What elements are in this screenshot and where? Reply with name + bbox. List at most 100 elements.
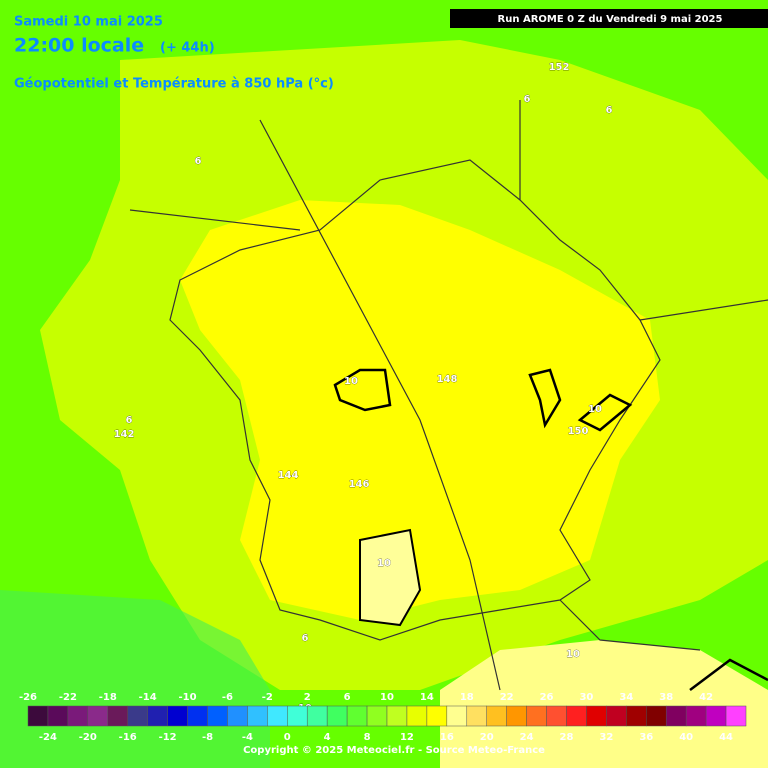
legend-label: 36: [639, 732, 653, 743]
legend-label: 24: [520, 732, 534, 743]
color-box: [326, 705, 348, 727]
legend-label: 26: [540, 692, 554, 703]
color-box: [267, 705, 288, 727]
color-box: [526, 705, 547, 727]
color-box: [606, 705, 627, 727]
legend-label: -4: [242, 732, 253, 743]
legend-label: -18: [99, 692, 117, 703]
color-box: [386, 705, 408, 727]
legend-label: -26: [19, 692, 37, 703]
contour-label: 152: [549, 62, 570, 73]
map-subtitle: Géopotentiel et Température à 850 hPa (°…: [14, 77, 334, 92]
contour-label: 142: [114, 429, 135, 440]
legend-label: 28: [560, 732, 574, 743]
color-box: [665, 705, 687, 727]
legend-label: 4: [324, 732, 331, 743]
color-box: [67, 705, 89, 727]
contour-label: 6: [302, 633, 309, 644]
contour-label: 6: [606, 105, 613, 116]
legend-label: -6: [222, 692, 233, 703]
legend-label: 40: [679, 732, 693, 743]
warmer-zone: [180, 200, 660, 620]
legend-label: 12: [400, 732, 414, 743]
color-box: [107, 705, 128, 727]
color-box: [566, 705, 587, 727]
legend-label: -22: [59, 692, 77, 703]
color-box: [446, 705, 468, 727]
color-box: [207, 705, 228, 727]
legend-label: 34: [619, 692, 633, 703]
lead-time: (+ 44h): [160, 41, 215, 56]
contour-label: 10: [566, 649, 580, 660]
sea-zone: [440, 640, 768, 768]
contour-label: 148: [437, 374, 458, 385]
color-box: [87, 705, 109, 727]
color-box: [646, 705, 667, 727]
borders: [129, 100, 768, 691]
color-box: [147, 705, 168, 727]
color-box: [466, 705, 487, 727]
legend-label: 42: [699, 692, 713, 703]
color-box: [27, 705, 49, 727]
run-bar: [450, 9, 768, 28]
legend: -26 -22 -18 -14 -10 -6 -2 2 6 10 14 18 22 26 30 34 38 42-…: [19, 692, 747, 743]
legend-label: 22: [500, 692, 514, 703]
legend-label: -20: [79, 732, 97, 743]
legend-label: -14: [139, 692, 157, 703]
color-box: [167, 705, 188, 727]
contour-label: 6: [126, 415, 133, 426]
color-box: [306, 705, 328, 727]
color-box: [187, 705, 208, 727]
contour-label: 6: [524, 94, 531, 105]
color-box: [346, 705, 368, 727]
copyright: Copyright © 2025 Meteociel.fr - Source M…: [243, 745, 545, 756]
legend-label: -2: [262, 692, 273, 703]
color-box: [546, 705, 567, 727]
color-box: [506, 705, 527, 727]
color-box: [705, 705, 727, 727]
map-title: Samedi 10 mai 2025: [14, 15, 163, 30]
legend-label: 38: [659, 692, 673, 703]
legend-label: 20: [480, 732, 494, 743]
color-box: [486, 705, 507, 727]
legend-label: -12: [159, 732, 177, 743]
color-box: [685, 705, 707, 727]
legend-label: 14: [420, 692, 434, 703]
legend-label: 16: [440, 732, 454, 743]
color-box: [127, 705, 148, 727]
contour-label: 10: [377, 558, 391, 569]
legend-label: 32: [599, 732, 613, 743]
color-box: [247, 705, 268, 727]
contour-label: 144: [278, 470, 299, 481]
legend-label: -16: [119, 732, 137, 743]
legend-label: 2: [304, 692, 311, 703]
legend-label: 0: [284, 732, 291, 743]
contour-label: 6: [195, 156, 202, 167]
legend-label: -8: [202, 732, 213, 743]
legend-label: 8: [364, 732, 371, 743]
color-box: [47, 705, 69, 727]
legend-label: -24: [39, 732, 57, 743]
legend-label: 44: [719, 732, 733, 743]
contour-label: 150: [568, 426, 589, 437]
color-box: [426, 705, 448, 727]
contour-label: 10: [588, 404, 602, 415]
color-box: [366, 705, 388, 727]
legend-label: 30: [579, 692, 593, 703]
color-box: [227, 705, 248, 727]
run-info: Run AROME 0 Z du Vendredi 9 mai 2025: [498, 14, 723, 25]
color-box: [626, 705, 647, 727]
isotherms: [333, 368, 768, 691]
local-time: 22:00 locale: [14, 35, 144, 57]
contour-label: 10: [344, 376, 358, 387]
color-box: [586, 705, 607, 727]
legend-label: -10: [179, 692, 197, 703]
color-box: [725, 705, 747, 727]
color-box: [406, 705, 428, 727]
warm-spot: [359, 528, 422, 627]
color-box: [287, 705, 308, 727]
contour-label: 146: [349, 479, 370, 490]
legend-label: 6: [344, 692, 351, 703]
legend-label: 18: [460, 692, 474, 703]
